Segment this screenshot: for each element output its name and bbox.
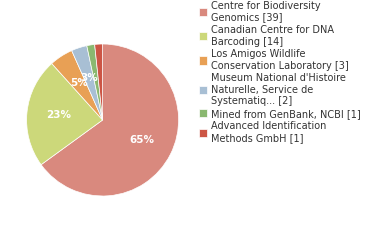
Text: 23%: 23% (46, 110, 71, 120)
Text: 3%: 3% (80, 73, 98, 83)
Legend: Centre for Biodiversity
Genomics [39], Canadian Centre for DNA
Barcoding [14], L: Centre for Biodiversity Genomics [39], C… (198, 0, 362, 144)
Text: 5%: 5% (70, 78, 87, 88)
Wedge shape (87, 44, 103, 120)
Text: 65%: 65% (129, 135, 154, 145)
Wedge shape (95, 44, 103, 120)
Wedge shape (27, 64, 103, 165)
Wedge shape (72, 46, 103, 120)
Wedge shape (41, 44, 179, 196)
Wedge shape (52, 51, 103, 120)
